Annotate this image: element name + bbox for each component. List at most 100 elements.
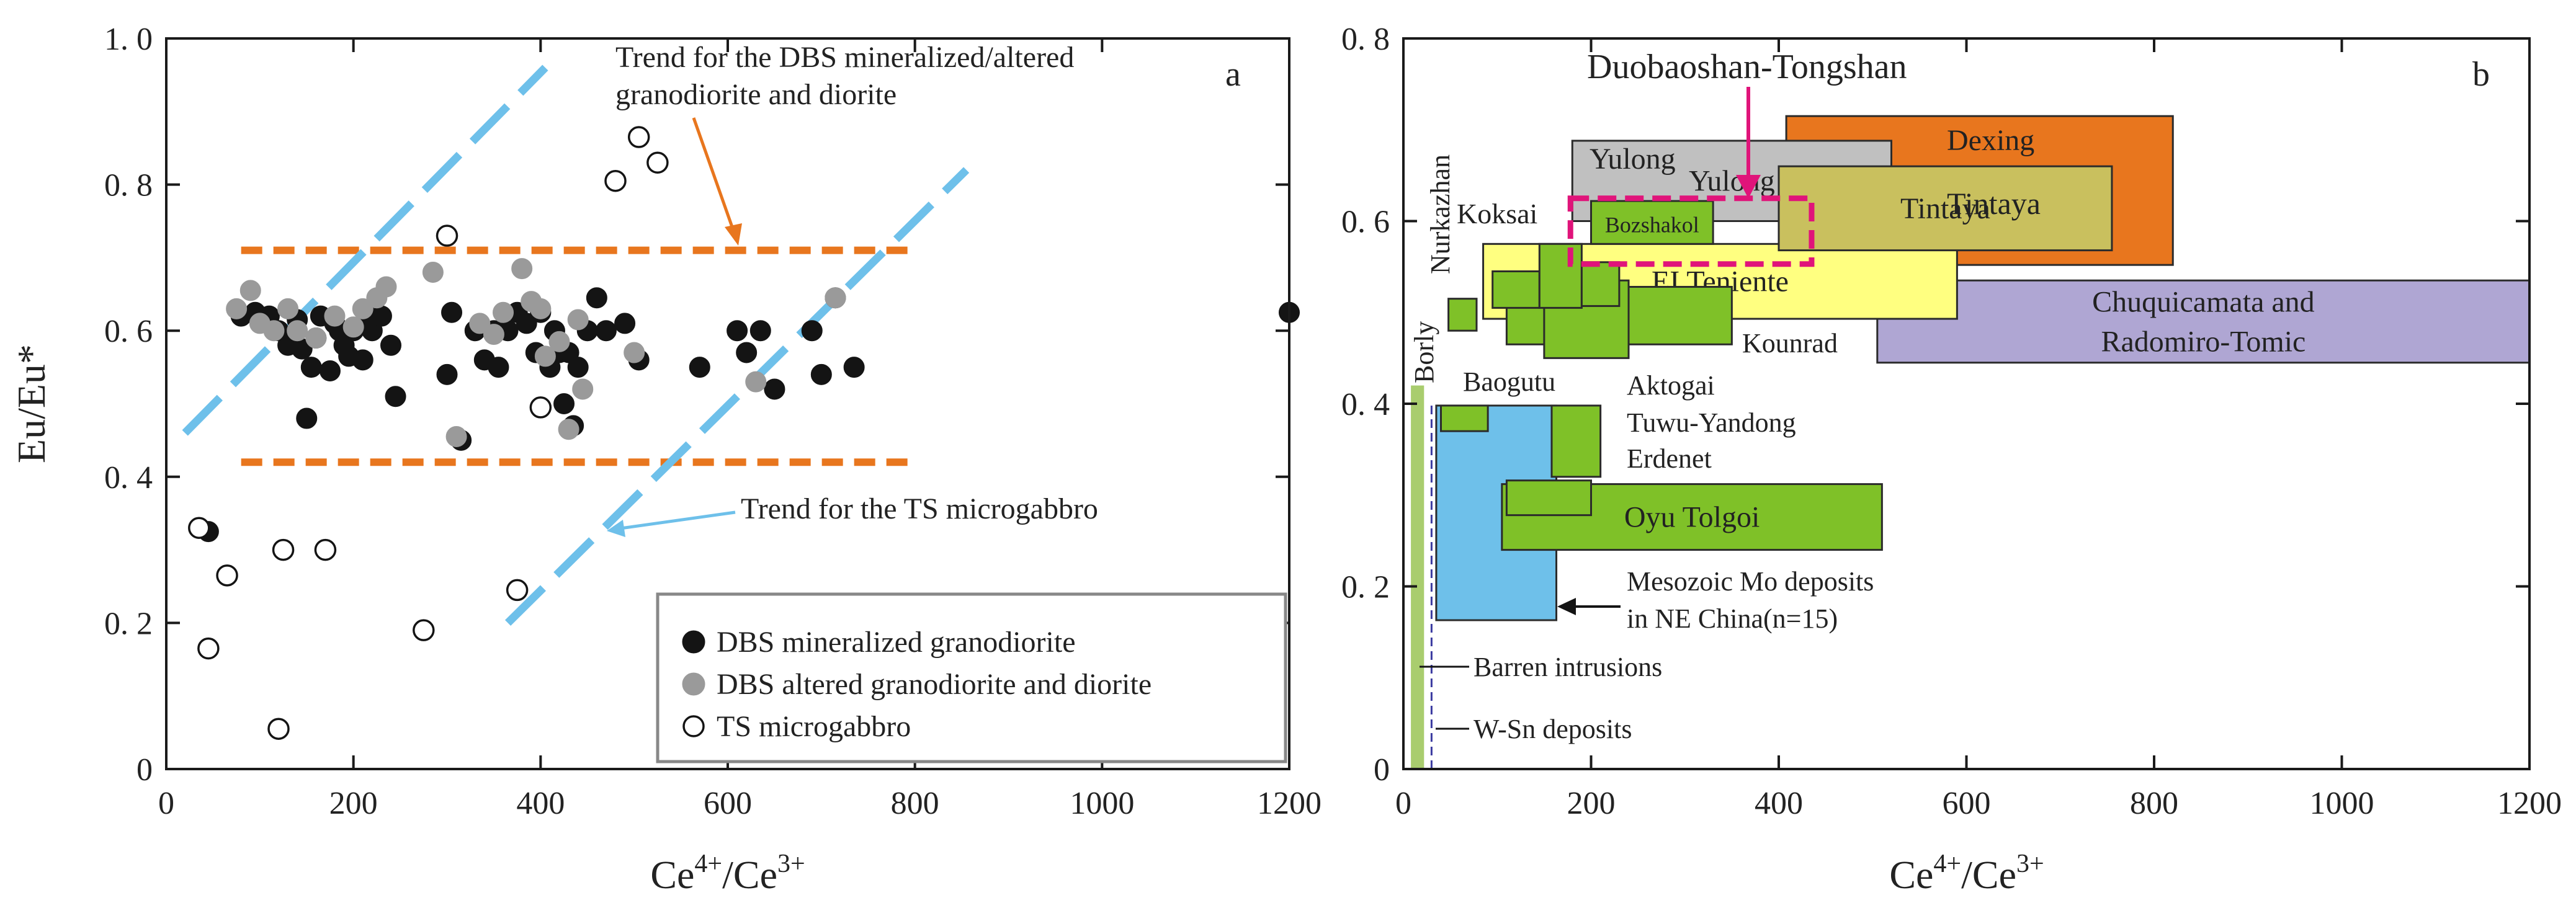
panel-b-chart: Chuquicamata and Radomiro-Tomic Dexing Yulo… (1341, 22, 2562, 897)
data-point (567, 309, 589, 331)
label-koksai: Koksai (1457, 198, 1537, 229)
deposit-box-label: Tintaya (1900, 192, 1990, 225)
panel-a-x-tick-label: 800 (891, 786, 939, 821)
label-mesozoic-line1: Mesozoic Mo deposits (1627, 566, 1874, 597)
data-point (436, 225, 458, 247)
panel-a-y-tick-label: 0. 8 (104, 168, 153, 203)
legend-marker-dbs-mineralized (682, 630, 705, 654)
data-point (441, 301, 463, 323)
data-point (287, 320, 308, 342)
trend-dbs-label-line2: granodiorite and diorite (615, 78, 897, 111)
deposit-box (1491, 270, 1541, 309)
deposit-box (1505, 479, 1592, 517)
mesozoic-arrow (1557, 598, 1621, 615)
panel-b-x-tick-label: 200 (1567, 786, 1616, 821)
label-mesozoic-line2: in NE China(n=15) (1627, 603, 1838, 634)
panel-b-y-tick-label: 0. 6 (1341, 205, 1390, 240)
dbs-ts-title: Duobaoshan-Tongshan (1587, 48, 1907, 86)
label-dexing: Dexing (1947, 124, 2034, 157)
data-point (604, 169, 627, 192)
panel-b-y-tick-label: 0. 4 (1341, 387, 1390, 422)
data-point (534, 345, 556, 367)
panel-b-x-axis-label: Ce4+/Ce3+ (1889, 850, 2044, 897)
panel-b-letter: b (2472, 55, 2490, 94)
deposit-box (1590, 200, 1714, 245)
deposit-box (1778, 165, 2113, 252)
panel-a-x-axis-label: Ce4+/Ce3+ (650, 850, 805, 897)
data-point (239, 280, 261, 301)
panel-b-y-tick-label: 0. 8 (1341, 22, 1390, 57)
label-wsn-deposits: W-Sn deposits (1474, 714, 1632, 744)
data-point (352, 298, 373, 319)
data-point (277, 298, 299, 319)
data-point (436, 363, 458, 385)
data-point (488, 357, 509, 378)
data-point (300, 357, 322, 378)
deposit-box (1411, 385, 1424, 769)
panel-a-x-tick-label: 0 (158, 786, 174, 821)
trend-line (504, 167, 970, 626)
data-point (825, 287, 846, 309)
data-point (324, 305, 346, 327)
data-point (342, 316, 364, 338)
panel-a-letter: a (1225, 55, 1241, 94)
panel-a-y-tick-label: 1. 0 (104, 22, 153, 57)
trend-dbs-label-line1: Trend for the DBS mineralized/altered (615, 41, 1074, 74)
legend-label-ts-microgabbro: TS microgabbro (717, 710, 911, 743)
panel-b-x-tick-label: 1000 (2310, 786, 2374, 821)
data-point (445, 426, 467, 448)
data-point (614, 313, 636, 334)
trend-ts-arrow (607, 510, 736, 537)
label-tintaya: Tintaya (1947, 186, 2041, 221)
data-point (764, 378, 785, 400)
legend-label-dbs-mineralized: DBS mineralized granodiorite (717, 626, 1076, 659)
data-point (319, 360, 341, 381)
deposit-box (1440, 404, 1489, 432)
deposit-box-label: Oyu Tolgoi (1624, 501, 1760, 534)
label-yulong: Yulong (1590, 143, 1676, 176)
data-point (516, 313, 537, 334)
panel-a-y-tick-label: 0. 4 (104, 460, 153, 496)
panel-a-x-tick-label: 200 (329, 786, 378, 821)
trend-dbs-arrow (692, 117, 742, 246)
dbs-ts-range-box (1567, 195, 1815, 267)
data-point (305, 327, 327, 349)
panel-b-x-tick-label: 400 (1755, 786, 1803, 821)
trend-ts-label: Trend for the TS microgabbro (741, 492, 1098, 525)
data-point (727, 320, 748, 342)
panel-a-y-tick-label: 0. 6 (104, 314, 153, 349)
data-point (801, 320, 823, 342)
panel-b-frame (1402, 37, 2531, 770)
data-point (314, 538, 337, 561)
data-point (385, 386, 406, 407)
panel-b-ticks: 0 200 400 600 800 1000 1200 0 0. 2 0. 4 0. 6 0. 8 (1341, 22, 2562, 821)
data-point (263, 320, 285, 342)
panel-a-chart: 0 200 400 600 800 1000 1200 0 0. 2 0. 4 0. 6 0. 8 1.… (9, 22, 1322, 897)
label-tuwu-yandong: Tuwu-Yandong (1627, 407, 1796, 438)
data-point (506, 579, 529, 602)
dbs-ts-arrow (1736, 87, 1761, 198)
legend-marker-ts-microgabbro (682, 715, 705, 737)
deposit-box (1550, 404, 1602, 478)
deposit-box-label: Bozshakol (1605, 213, 1699, 238)
data-point (296, 407, 318, 429)
data-point (370, 305, 392, 327)
panel-a-x-tick-label: 600 (704, 786, 752, 821)
deposit-box (1876, 279, 2531, 364)
data-point (548, 331, 570, 352)
label-borly: Borly (1409, 321, 1439, 383)
panel-b-x-tick-label: 0 (1395, 786, 1411, 821)
trend-line (182, 64, 548, 436)
data-point (380, 334, 401, 356)
panel-a-x-tick-label: 400 (516, 786, 565, 821)
data-point (529, 396, 552, 419)
panel-b-x-tick-label: 800 (2130, 786, 2178, 821)
data-point (567, 357, 589, 378)
data-point (422, 261, 444, 283)
data-point (469, 313, 491, 334)
deposit-box-label: Chuquicamata and (2092, 285, 2315, 318)
panel-a-y-axis-label: Eu/Eu* (9, 344, 53, 463)
data-point (267, 718, 290, 740)
data-point (352, 349, 373, 371)
